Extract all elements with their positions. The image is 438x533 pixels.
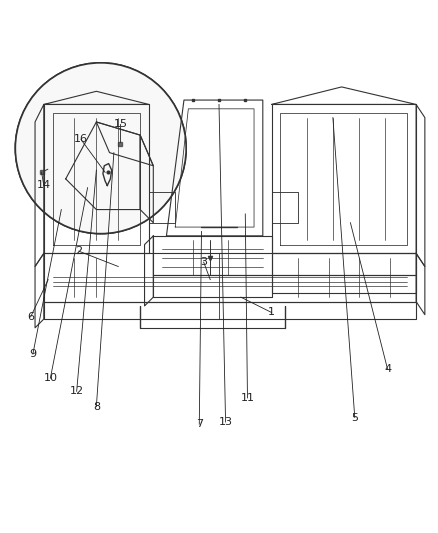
- Text: 16: 16: [74, 134, 88, 144]
- Text: 11: 11: [240, 393, 254, 403]
- Circle shape: [15, 63, 186, 233]
- Text: 8: 8: [93, 402, 100, 411]
- Text: 13: 13: [219, 417, 233, 427]
- Text: 9: 9: [29, 349, 36, 359]
- Text: 3: 3: [200, 257, 207, 267]
- Text: 1: 1: [268, 308, 275, 318]
- Text: 7: 7: [196, 419, 203, 429]
- Text: 4: 4: [384, 365, 391, 374]
- Text: 15: 15: [113, 119, 127, 129]
- Text: 5: 5: [351, 413, 358, 423]
- Text: 10: 10: [43, 373, 57, 383]
- Text: 6: 6: [27, 312, 34, 322]
- Text: 14: 14: [37, 181, 51, 190]
- Text: 2: 2: [75, 246, 82, 256]
- Text: 12: 12: [70, 386, 84, 397]
